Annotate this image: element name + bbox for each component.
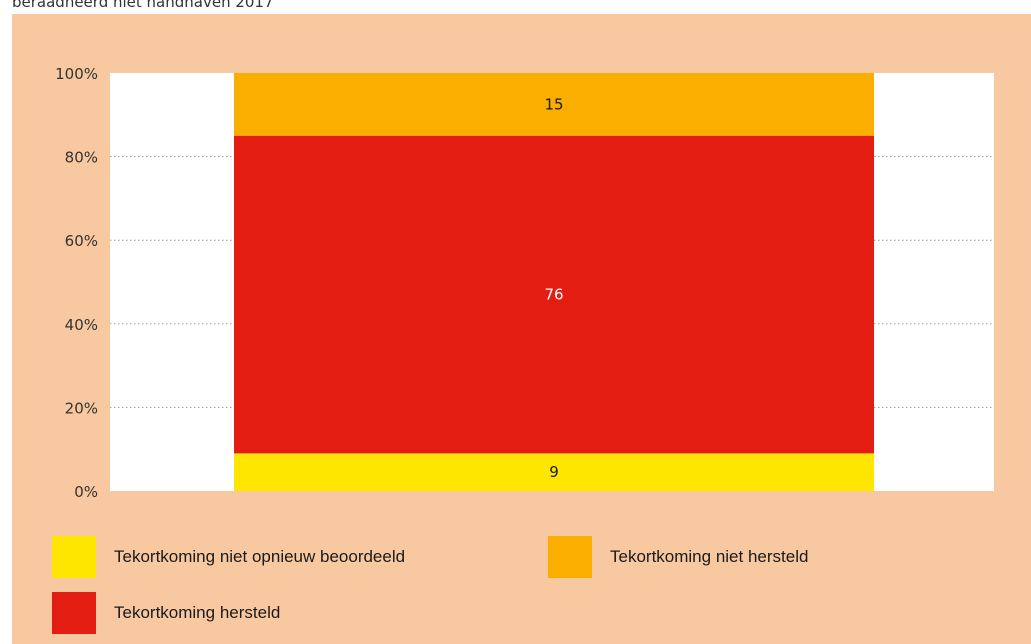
y-tick-label: 0% <box>74 483 98 501</box>
y-tick-label: 100% <box>55 65 98 83</box>
figure-caption: beraadheerd niet handhaven 2017 <box>12 0 274 11</box>
bar-segment <box>234 135 874 454</box>
y-tick-label: 40% <box>65 316 98 334</box>
chart-figure: 0% 20% 40% 60% 80% 100% 9 76 15 Tekortkoming nie… <box>12 14 1031 644</box>
data-label: 76 <box>544 286 563 304</box>
data-label: 9 <box>549 463 559 481</box>
y-tick-label: 80% <box>65 149 98 167</box>
stacked-bar-chart: 0% 20% 40% 60% 80% 100% 9 76 15 <box>55 65 994 501</box>
y-tick-label: 60% <box>65 232 98 250</box>
bar-segment <box>234 453 874 491</box>
y-tick-label: 20% <box>65 399 98 417</box>
bar-segment <box>234 73 874 136</box>
data-label: 15 <box>544 95 563 113</box>
